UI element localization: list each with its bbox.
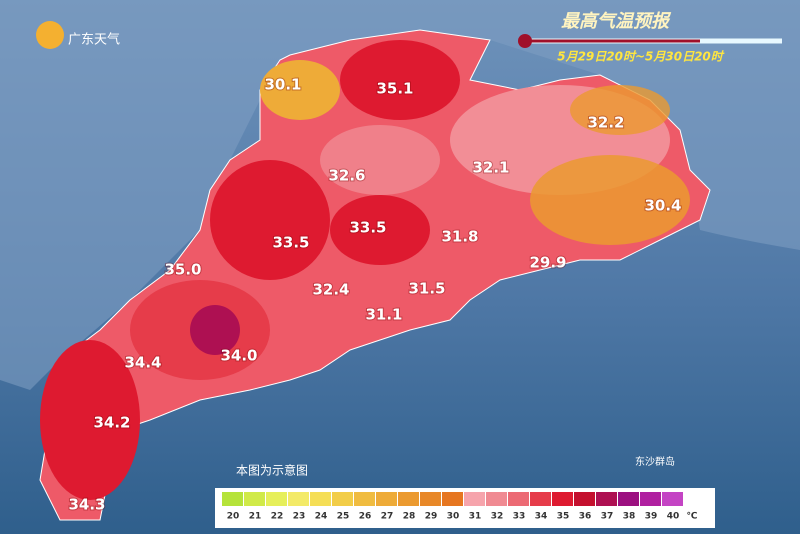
legend-swatch bbox=[332, 492, 353, 506]
legend-swatch bbox=[398, 492, 419, 506]
legend-label: 34 bbox=[535, 512, 548, 522]
logo-icon bbox=[36, 21, 64, 49]
temperature-label: 33.5 bbox=[272, 234, 309, 252]
temperature-label: 33.5 bbox=[349, 219, 386, 237]
title: 最高气温预报 bbox=[561, 11, 672, 32]
zone bbox=[570, 85, 670, 135]
islands-label: 东沙群岛 bbox=[635, 455, 675, 468]
legend-label: 21 bbox=[249, 512, 262, 522]
labels: 30.1 35.1 32.2 32.6 32.1 30.4 33.5 33.5 31.8 35.0… bbox=[67, 75, 682, 515]
legend-label: 20 bbox=[227, 512, 240, 522]
legend-label: 30 bbox=[447, 512, 460, 522]
temperature-label: 34.0 bbox=[220, 347, 257, 365]
zone bbox=[340, 40, 460, 120]
temperature-zones bbox=[40, 40, 690, 500]
legend-label: 24 bbox=[315, 512, 328, 522]
legend-label: 40 bbox=[667, 512, 680, 522]
legend-label: 26 bbox=[359, 512, 372, 522]
temperature-label: 30.1 bbox=[264, 76, 301, 94]
temperature-label: 35.0 bbox=[164, 261, 201, 279]
legend-label: 37 bbox=[601, 512, 614, 522]
legend-swatch bbox=[222, 492, 243, 506]
legend-label: 27 bbox=[381, 512, 394, 522]
temperature-label: 32.1 bbox=[472, 159, 509, 177]
legend: 20 21 22 23 24 25 26 27 28 29 30 31 32 33 34 35 36 37 38 39… bbox=[222, 492, 698, 522]
temperature-label: 32.4 bbox=[312, 281, 349, 299]
temperature-label: 34.2 bbox=[93, 414, 130, 432]
legend-swatch bbox=[376, 492, 397, 506]
legend-swatch bbox=[596, 492, 617, 506]
legend-swatch bbox=[486, 492, 507, 506]
title-dot bbox=[518, 34, 532, 48]
legend-swatch bbox=[288, 492, 309, 506]
legend-label: 33 bbox=[513, 512, 526, 522]
legend-swatch bbox=[442, 492, 463, 506]
legend-swatch bbox=[464, 492, 485, 506]
zone bbox=[530, 155, 690, 245]
temperature-label: 31.5 bbox=[408, 280, 445, 298]
zone bbox=[190, 305, 240, 355]
legend-label: 38 bbox=[623, 512, 636, 522]
legend-label: 31 bbox=[469, 512, 482, 522]
legend-swatch bbox=[552, 492, 573, 506]
subtitle: 5月29日20时~5月30日20时 bbox=[557, 50, 725, 64]
temperature-label: 30.4 bbox=[644, 197, 681, 215]
zone bbox=[260, 60, 340, 120]
legend-label: 23 bbox=[293, 512, 306, 522]
zone bbox=[210, 160, 330, 280]
temperature-label: 32.2 bbox=[587, 114, 624, 132]
temperature-label: 31.8 bbox=[441, 228, 478, 246]
legend-label: 22 bbox=[271, 512, 284, 522]
neighbor-land bbox=[0, 0, 800, 390]
legend-swatch bbox=[662, 492, 683, 506]
legend-swatch bbox=[244, 492, 265, 506]
legend-swatch bbox=[354, 492, 375, 506]
temperature-label: 31.1 bbox=[365, 306, 402, 324]
legend-swatch bbox=[420, 492, 441, 506]
legend-label: 28 bbox=[403, 512, 416, 522]
legend-label: 29 bbox=[425, 512, 438, 522]
legend-swatch bbox=[508, 492, 529, 506]
note: 本图为示意图 bbox=[236, 463, 308, 478]
logo: 广东天气 bbox=[68, 32, 120, 48]
legend-swatch bbox=[310, 492, 331, 506]
legend-label: 35 bbox=[557, 512, 570, 522]
legend-unit: ℃ bbox=[687, 512, 698, 522]
zone bbox=[330, 195, 430, 265]
legend-swatch bbox=[640, 492, 661, 506]
legend-label: 39 bbox=[645, 512, 658, 522]
temperature-label: 34.3 bbox=[68, 496, 105, 514]
temperature-label: 35.1 bbox=[376, 80, 413, 98]
temperature-label: 32.6 bbox=[328, 167, 365, 185]
legend-label: 25 bbox=[337, 512, 350, 522]
legend-swatch bbox=[618, 492, 639, 506]
temperature-label: 34.4 bbox=[124, 354, 161, 372]
zone bbox=[320, 125, 440, 195]
legend-label: 32 bbox=[491, 512, 504, 522]
legend-swatch bbox=[530, 492, 551, 506]
legend-label: 36 bbox=[579, 512, 592, 522]
temperature-label: 29.9 bbox=[529, 254, 566, 272]
legend-swatch bbox=[574, 492, 595, 506]
watermark: @广东天气 bbox=[385, 507, 455, 523]
zone bbox=[40, 340, 140, 500]
legend-swatch bbox=[266, 492, 287, 506]
